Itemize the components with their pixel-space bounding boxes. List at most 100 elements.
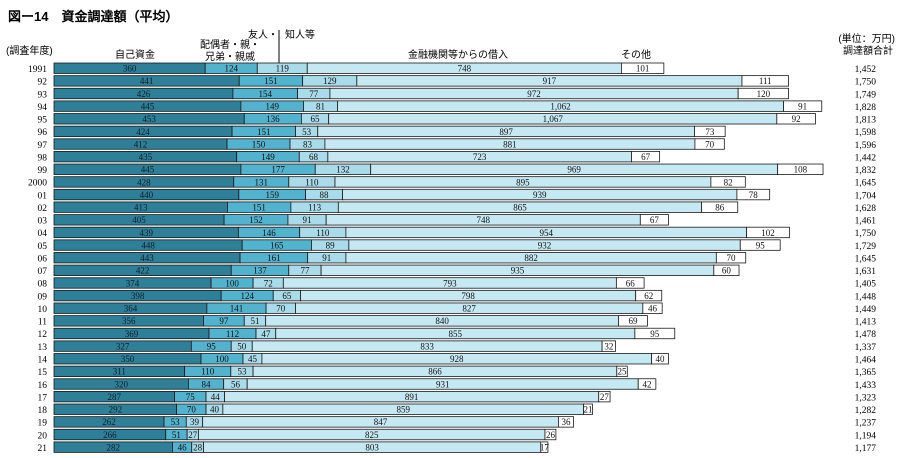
data-label: 124: [224, 64, 238, 74]
total-label: 1,433: [855, 381, 877, 391]
total-label: 1,750: [855, 229, 877, 239]
total-label: 1,452: [855, 65, 877, 75]
data-label: 748: [476, 215, 490, 225]
data-label: 91: [322, 253, 331, 263]
total-label: 1,749: [855, 90, 877, 100]
data-label: 75: [186, 392, 196, 402]
data-label: 46: [178, 443, 188, 453]
year-label: 92: [38, 78, 48, 88]
data-label: 939: [533, 190, 547, 200]
data-label: 70: [727, 253, 737, 263]
total-label: 1,628: [855, 204, 877, 214]
data-label: 129: [323, 76, 337, 86]
data-label: 100: [225, 278, 239, 288]
bar-segment: [701, 201, 739, 213]
data-label: 935: [511, 266, 525, 276]
data-label: 108: [794, 165, 808, 175]
year-label: 97: [38, 141, 48, 151]
total-label: 1,442: [855, 153, 877, 163]
data-label: 36: [561, 417, 571, 427]
data-label: 360: [123, 64, 137, 74]
data-label: 723: [473, 152, 487, 162]
data-label: 110: [305, 177, 319, 187]
data-label: 137: [253, 266, 267, 276]
data-label: 42: [643, 379, 652, 389]
data-label: 932: [538, 240, 552, 250]
total-label: 1,631: [855, 267, 877, 277]
year-label: 98: [38, 153, 48, 163]
data-label: 44: [211, 392, 221, 402]
data-label: 151: [264, 76, 278, 86]
data-label: 266: [103, 430, 117, 440]
data-label: 327: [116, 341, 130, 351]
data-label: 124: [240, 291, 254, 301]
data-label: 262: [102, 417, 116, 427]
data-label: 151: [257, 127, 271, 137]
year-label: 02: [38, 204, 48, 214]
data-label: 443: [140, 253, 154, 263]
bar-segment: [739, 239, 781, 251]
data-label: 67: [641, 152, 651, 162]
bar-segment: [777, 163, 824, 175]
data-label: 833: [420, 341, 434, 351]
year-label: 1991: [28, 65, 47, 75]
data-label: 441: [140, 76, 154, 86]
data-label: 95: [650, 329, 660, 339]
bar-segment: [713, 264, 740, 276]
data-label: 827: [462, 304, 476, 314]
data-label: 97: [219, 316, 229, 326]
total-label: 1,413: [855, 318, 877, 328]
total-label: 1,645: [855, 254, 877, 264]
year-label: 08: [38, 280, 48, 290]
year-label: 94: [38, 103, 48, 113]
bar-segment: [540, 441, 549, 453]
total-label: 1,282: [855, 406, 877, 416]
data-label: 119: [276, 64, 290, 74]
data-label: 825: [365, 430, 379, 440]
data-label: 120: [757, 89, 771, 99]
total-label: 1,645: [855, 179, 877, 189]
total-label: 1,704: [855, 191, 877, 201]
data-label: 440: [140, 190, 154, 200]
data-label: 81: [316, 101, 325, 111]
total-label: 1,323: [855, 393, 877, 403]
total-label: 1,337: [855, 343, 877, 353]
year-label: 95: [38, 116, 48, 126]
year-label: 10: [38, 305, 48, 315]
bar-segment: [694, 125, 726, 138]
data-label: 53: [171, 417, 181, 427]
year-label: 11: [38, 318, 47, 328]
bar-segment: [615, 277, 645, 289]
data-label: 445: [141, 165, 155, 175]
data-label: 882: [524, 253, 538, 263]
data-label: 928: [450, 354, 464, 364]
year-label: 21: [38, 444, 48, 454]
data-label: 969: [567, 165, 581, 175]
data-label: 89: [326, 240, 336, 250]
data-label: 68: [309, 152, 319, 162]
data-label: 931: [436, 379, 450, 389]
total-label: 1,177: [855, 444, 877, 454]
year-label: 15: [38, 368, 48, 378]
data-label: 67: [650, 215, 660, 225]
data-label: 150: [252, 139, 266, 149]
data-label: 453: [142, 114, 156, 124]
data-label: 111: [759, 76, 772, 86]
data-label: 445: [141, 101, 155, 111]
data-label: 53: [302, 127, 312, 137]
data-label: 146: [262, 228, 276, 238]
bar-segment: [601, 340, 616, 352]
data-label: 412: [134, 139, 148, 149]
bar-segment: [710, 176, 746, 188]
data-label: 287: [108, 392, 122, 402]
data-label: 101: [636, 64, 650, 74]
bar-segment: [746, 226, 790, 239]
data-label: 39: [190, 417, 200, 427]
legend-family-line2: 兄弟・親戚: [205, 50, 255, 63]
bar-segment: [737, 87, 789, 100]
data-label: 66: [626, 278, 636, 288]
bar-segment: [639, 214, 669, 226]
data-label: 82: [724, 177, 733, 187]
legend-friend-line2: 知人等: [285, 28, 315, 41]
year-label: 07: [38, 267, 48, 277]
